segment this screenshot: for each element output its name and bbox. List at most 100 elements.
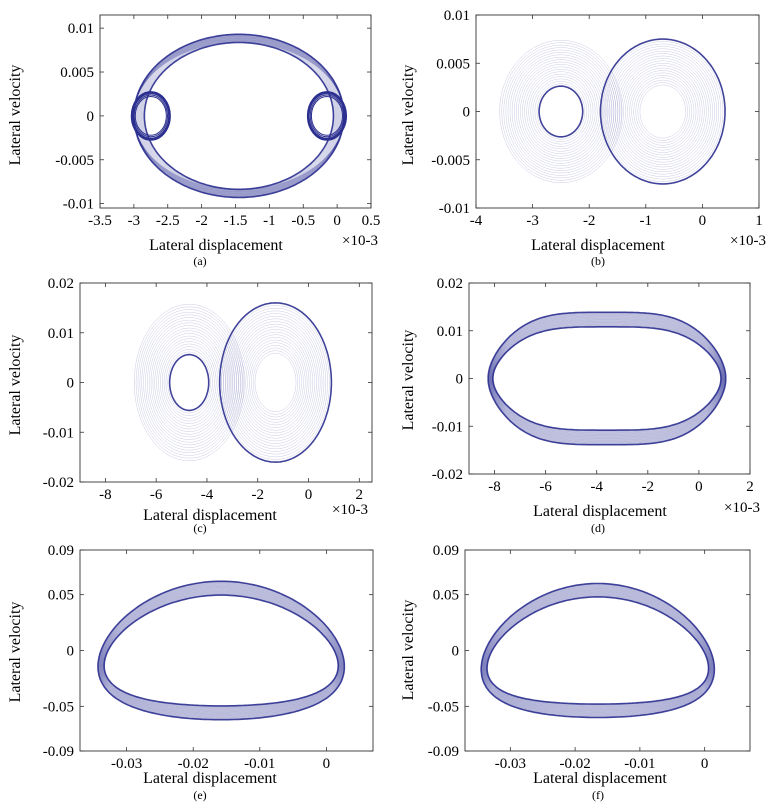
trajectory-curve xyxy=(143,41,335,190)
trajectory-curve xyxy=(162,343,217,422)
trajectory-curve xyxy=(141,40,337,192)
x-tick-label: -0.01 xyxy=(624,756,655,772)
x-tick-label: 2 xyxy=(746,479,754,495)
y-tick-label: 0.09 xyxy=(48,543,74,559)
trajectory-curve xyxy=(509,52,612,171)
trajectory-curve xyxy=(606,46,719,177)
trajectory-curve xyxy=(492,325,722,432)
trajectory-curve xyxy=(103,594,339,707)
trajectory-curve xyxy=(604,43,722,180)
trajectory-curve xyxy=(150,327,228,438)
trajectory-curve xyxy=(145,319,234,446)
x-exponent-label: ×10-3 xyxy=(730,233,766,249)
trajectory-curve xyxy=(625,67,701,156)
x-tick-label: -4 xyxy=(590,479,603,495)
trajectory-curve xyxy=(148,325,230,440)
trajectory-curve xyxy=(599,38,726,185)
y-tick-label: -0.01 xyxy=(63,197,94,213)
x-tick-label: -4 xyxy=(470,213,483,229)
x-tick-label: 0.5 xyxy=(362,213,381,229)
trajectory-curve xyxy=(103,593,339,708)
trajectory-curve xyxy=(98,583,344,718)
trajectory-curve xyxy=(135,306,243,459)
trajectory-curve xyxy=(143,41,335,191)
trajectory-curve xyxy=(254,353,297,412)
trajectory-curve xyxy=(528,73,594,150)
trajectory-curve xyxy=(251,347,300,418)
y-tick-label: -0.02 xyxy=(432,467,463,483)
x-tick-label: 2 xyxy=(356,487,364,503)
trajectory-curve xyxy=(484,591,711,710)
left-loop xyxy=(132,93,170,139)
trajectory-curve xyxy=(492,325,722,432)
trajectory-curve xyxy=(482,587,713,714)
trajectory-curve xyxy=(483,588,713,713)
trajectory-curve xyxy=(103,593,339,708)
y-tick-label: 0.005 xyxy=(436,56,470,72)
x-tick-label: 1 xyxy=(755,213,763,229)
trajectory-curve xyxy=(536,83,585,140)
trajectory-curve xyxy=(99,585,343,716)
trajectory-curve xyxy=(103,593,340,708)
trajectory-curve xyxy=(101,589,341,712)
x-axis-label: Lateral displacement xyxy=(143,507,277,524)
trajectory-curve xyxy=(486,596,709,705)
panel-b: -4 -3 -2 -1 0 1 -0.01 -0.005 0 0.005 0.01 Lateral d… xyxy=(400,8,766,268)
y-axis-label: Lateral velocity xyxy=(7,65,24,166)
trajectory-curve xyxy=(538,85,584,138)
x-axis-label: Lateral displacement xyxy=(143,770,277,787)
trajectory-curve xyxy=(218,302,333,463)
trajectory-curve xyxy=(489,316,725,441)
trajectory-curve xyxy=(223,308,328,457)
trajectory-curve xyxy=(486,595,710,706)
trajectory-curve xyxy=(245,339,306,426)
trajectory-curve xyxy=(492,326,722,431)
trajectory-curve xyxy=(100,587,342,714)
trajectory-curve xyxy=(491,322,723,435)
trajectory-curve xyxy=(226,313,325,452)
trajectory-curve xyxy=(614,55,711,168)
trajectory-curve xyxy=(98,583,344,718)
trajectory-curve xyxy=(490,318,724,439)
trajectory-curve xyxy=(490,320,724,437)
trajectory-curve xyxy=(102,591,341,710)
trajectory-curve xyxy=(503,45,619,178)
trajectory-curve xyxy=(101,590,341,711)
trajectory-curve xyxy=(484,590,712,711)
y-axis-label: Lateral velocity xyxy=(400,600,417,701)
x-axis-label: Lateral displacement xyxy=(533,503,667,520)
y-tick-label: 0 xyxy=(452,644,460,660)
x-tick-label: 0 xyxy=(333,213,341,229)
trajectory-curve xyxy=(163,346,215,419)
y-tick-label: 0 xyxy=(463,105,471,121)
trajectory-curve xyxy=(102,592,340,709)
trajectory-curve xyxy=(489,316,725,441)
trajectory-curve xyxy=(492,325,722,432)
trajectory-curve xyxy=(482,585,714,716)
x-exponent-label: ×10-3 xyxy=(724,500,760,516)
panel-e: -0.03 -0.02 -0.01 0 -0.09 -0.05 0 0.05 0.09 Later… xyxy=(7,543,374,802)
plot-frame xyxy=(79,282,373,483)
trajectory-curve xyxy=(100,587,342,714)
trajectory-curve xyxy=(253,350,299,415)
trajectory-curve xyxy=(524,69,598,154)
trajectory-curve xyxy=(165,349,213,416)
y-tick-label: 0.01 xyxy=(437,324,463,340)
trajectory-curve xyxy=(102,592,340,709)
trajectory-curve xyxy=(621,63,705,160)
y-tick-label: 0 xyxy=(67,644,75,660)
trajectory-curve xyxy=(483,589,712,712)
trajectory-curve xyxy=(160,341,219,424)
y-tick-label: -0.05 xyxy=(43,699,74,715)
trajectory-curve xyxy=(534,81,587,142)
y-tick-label: -0.02 xyxy=(43,475,74,491)
trajectory-curve xyxy=(100,588,342,713)
trajectory-curve xyxy=(499,40,623,183)
trajectory-curve xyxy=(491,321,723,436)
y-tick-label: -0.005 xyxy=(55,153,94,169)
trajectory-curve xyxy=(484,591,711,710)
trajectory-curve xyxy=(491,323,723,434)
trajectory-curve xyxy=(489,317,725,440)
y-tick-label: 0 xyxy=(87,109,95,125)
trajectory-curve xyxy=(101,588,342,713)
